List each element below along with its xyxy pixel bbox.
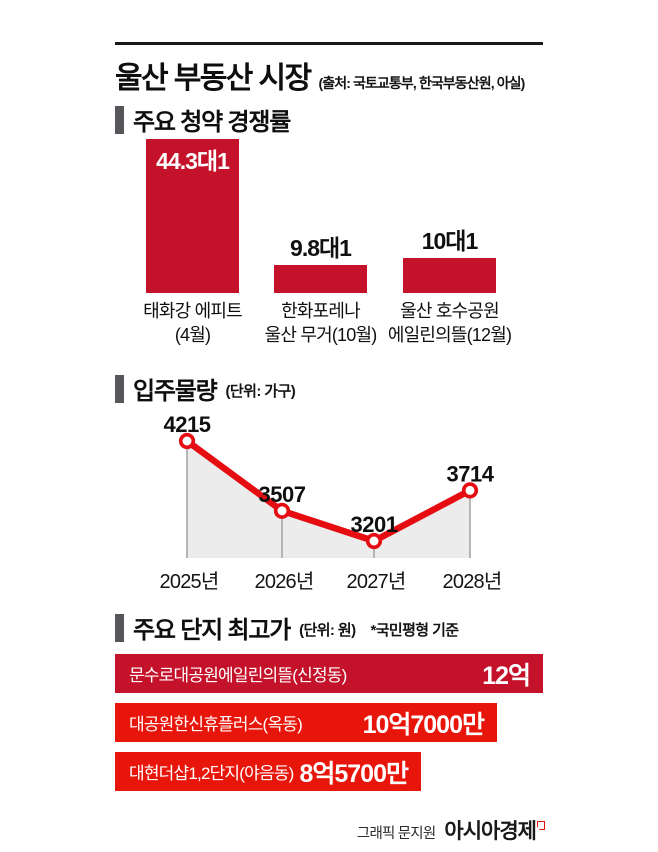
complex-name-label: 대공원한신휴플러스(옥동) bbox=[129, 715, 303, 734]
bar-category-line2: 에일린의뜰(12월) bbox=[387, 325, 512, 345]
x-axis-label: 2026년 bbox=[255, 570, 314, 593]
prices-unit-label: (단위: 원) bbox=[299, 622, 356, 639]
page-title: 울산 부동산 시장 bbox=[115, 62, 312, 95]
section-title-competition: 주요 청약 경쟁률 bbox=[133, 109, 291, 136]
data-point-value: 4215 bbox=[164, 412, 211, 437]
competition-bar bbox=[403, 258, 496, 293]
data-point-value: 3507 bbox=[259, 482, 306, 507]
complex-name-label: 대현더샵1,2단지(야음동) bbox=[129, 764, 294, 783]
bar-category-label: 태화강 에피트 (4월) bbox=[93, 299, 293, 347]
credit-text: 그래픽 문지원 bbox=[356, 826, 436, 842]
top-divider bbox=[115, 42, 543, 45]
price-bar-row: 대공원한신휴플러스(옥동) 10억7000만 bbox=[115, 703, 497, 742]
price-bar-row: 문수로대공원에일린의뜰(신정동) 12억 bbox=[115, 654, 543, 693]
data-point-marker bbox=[178, 432, 196, 450]
section-marker bbox=[115, 374, 124, 403]
price-bar-row: 대현더샵1,2단지(야음동) 8억5700만 bbox=[115, 752, 421, 791]
x-axis-label: 2027년 bbox=[347, 570, 406, 593]
section-header-competition: 주요 청약 경쟁률 bbox=[115, 102, 291, 137]
supply-unit-label: (단위: 가구) bbox=[225, 383, 296, 400]
header-row: 울산 부동산 시장 (출처: 국토교통부, 한국부동산원, 아실) bbox=[115, 53, 575, 97]
brand-mark-icon bbox=[537, 821, 545, 830]
brand-logo: 아시아경제 bbox=[444, 820, 537, 843]
section-marker bbox=[115, 105, 124, 134]
section-marker bbox=[115, 613, 124, 642]
price-value-label: 8억5700만 bbox=[299, 759, 409, 788]
data-point-value: 3714 bbox=[447, 461, 495, 486]
prices-note-label: *국민평형 기준 bbox=[370, 622, 459, 639]
trend-line bbox=[183, 437, 474, 545]
x-axis-label: 2028년 bbox=[443, 570, 502, 593]
data-point-marker bbox=[365, 532, 383, 550]
competition-bar bbox=[146, 139, 239, 293]
competition-bar-chart: 44.3대1 9.8대1 10대1 bbox=[115, 135, 543, 293]
complex-name-label: 문수로대공원에일린의뜰(신정동) bbox=[129, 666, 347, 685]
source-note: (출처: 국토교통부, 한국부동산원, 아실) bbox=[318, 75, 525, 91]
bar-value-label: 9.8대1 bbox=[290, 235, 352, 261]
bar-category-line2: (4월) bbox=[174, 325, 211, 345]
bar-category-line1: 한화포레나 bbox=[281, 301, 361, 321]
bar-category-line1: 울산 호수공원 bbox=[400, 301, 500, 321]
competition-bar-labels: 태화강 에피트 (4월) 한화포레나 울산 무거(10월) 울산 호수공원 에일린의뜰(1… bbox=[115, 299, 543, 351]
data-point-value: 3201 bbox=[351, 512, 398, 537]
bar-value-label: 10대1 bbox=[421, 228, 479, 254]
section-header-prices: 주요 단지 최고가 (단위: 원) *국민평형 기준 bbox=[115, 610, 459, 645]
footer: 그래픽 문지원 아시아경제 bbox=[115, 815, 545, 845]
price-value-label: 10억7000만 bbox=[362, 710, 485, 739]
section-title-supply: 입주물량 bbox=[133, 378, 218, 405]
x-axis-label: 2025년 bbox=[160, 570, 219, 593]
bar-value-label: 44.3대1 bbox=[156, 148, 230, 174]
data-point-marker bbox=[461, 482, 479, 499]
data-point-marker bbox=[273, 502, 291, 519]
competition-bar bbox=[274, 265, 367, 293]
section-title-prices: 주요 단지 최고가 bbox=[133, 617, 291, 644]
section-header-supply: 입주물량 (단위: 가구) bbox=[115, 371, 296, 406]
supply-line-chart: 4215 2025년 3507 2026년 3201 2027년 3714 2028년 bbox=[160, 412, 503, 593]
bar-category-line1: 태화강 에피트 bbox=[143, 301, 243, 321]
price-value-label: 12억 bbox=[482, 661, 531, 690]
bar-category-line2: 울산 무거(10월) bbox=[264, 325, 378, 345]
area-fill bbox=[187, 441, 470, 558]
